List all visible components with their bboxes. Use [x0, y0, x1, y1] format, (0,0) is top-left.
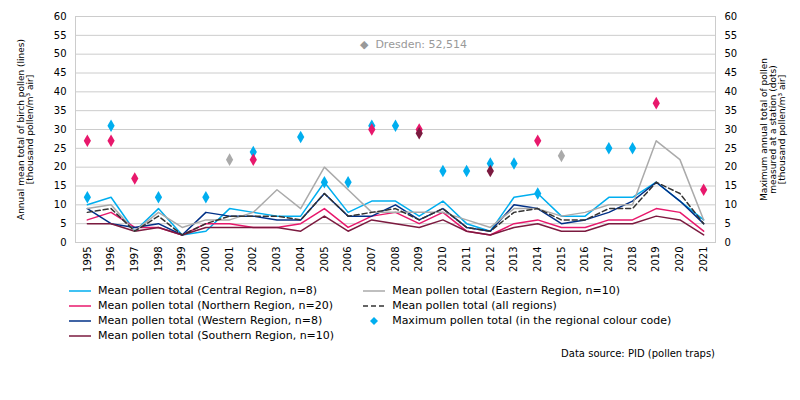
svg-text:10: 10: [54, 199, 67, 210]
svg-text:2019: 2019: [650, 247, 661, 272]
svg-text:2020: 2020: [674, 247, 685, 272]
svg-text:50: 50: [54, 48, 67, 59]
svg-text:2011: 2011: [461, 247, 472, 272]
svg-text:Maximum annual total of pollen: Maximum annual total of pollenmeasured a…: [759, 58, 787, 201]
svg-text:2021: 2021: [698, 247, 709, 272]
svg-text:0: 0: [60, 237, 66, 248]
svg-text:Annual mean total of birch pol: Annual mean total of birch pollen (lines…: [16, 39, 35, 220]
html-text:Mean pollen total (Southern Re: Mean pollen total (Southern Region, n=10…: [98, 329, 335, 342]
html-text:Mean pollen total (Eastern Reg: Mean pollen total (Eastern Region, n=10): [392, 284, 620, 297]
svg-text:25: 25: [725, 143, 738, 154]
svg-text:1998: 1998: [153, 247, 164, 272]
svg-text:2018: 2018: [627, 247, 638, 272]
svg-text:60: 60: [54, 11, 67, 22]
svg-text:2009: 2009: [413, 247, 424, 272]
svg-text:2013: 2013: [508, 247, 519, 272]
svg-text:15: 15: [725, 180, 738, 191]
svg-text:35: 35: [725, 105, 738, 116]
svg-text:2006: 2006: [342, 247, 353, 272]
svg-text:45: 45: [725, 67, 738, 78]
svg-text:20: 20: [725, 161, 738, 172]
svg-text:40: 40: [725, 86, 738, 97]
html-text:Mean pollen total (Western Reg: Mean pollen total (Western Region, n=8): [98, 314, 323, 327]
svg-text:2004: 2004: [295, 247, 306, 272]
html-text:Mean pollen total (Central Reg: Mean pollen total (Central Region, n=8): [98, 284, 318, 297]
svg-text:2015: 2015: [556, 247, 567, 272]
svg-text:2000: 2000: [200, 247, 211, 272]
html-text:Mean pollen total (all regions: Mean pollen total (all regions): [392, 299, 557, 312]
svg-text:2010: 2010: [437, 247, 448, 272]
svg-text:2012: 2012: [485, 247, 496, 272]
svg-text:2002: 2002: [247, 247, 258, 272]
html-text:Mean pollen total (Northern Re: Mean pollen total (Northern Region, n=20…: [98, 299, 333, 312]
svg-text:40: 40: [54, 86, 67, 97]
svg-text:1997: 1997: [129, 247, 140, 272]
svg-text:1995: 1995: [82, 247, 93, 272]
svg-text:2007: 2007: [366, 247, 377, 272]
svg-text:60: 60: [725, 11, 738, 22]
svg-text:1996: 1996: [105, 247, 116, 272]
svg-text:10: 10: [725, 199, 738, 210]
svg-text:20: 20: [54, 161, 67, 172]
svg-text:2005: 2005: [319, 247, 330, 272]
svg-text:2008: 2008: [390, 247, 401, 272]
html-text:Maximum pollen total (in the r: Maximum pollen total (in the regional co…: [392, 314, 672, 327]
svg-text:5: 5: [60, 218, 66, 229]
svg-text:5: 5: [725, 218, 731, 229]
svg-text:35: 35: [54, 105, 67, 116]
svg-text:0: 0: [725, 237, 731, 248]
svg-text:2001: 2001: [224, 247, 235, 272]
svg-text:30: 30: [54, 124, 67, 135]
svg-text:2014: 2014: [532, 247, 543, 272]
svg-text:50: 50: [725, 48, 738, 59]
svg-text:2003: 2003: [271, 247, 282, 272]
svg-text:25: 25: [54, 143, 67, 154]
svg-text:45: 45: [54, 67, 67, 78]
svg-text:1999: 1999: [176, 247, 187, 272]
svg-text:2017: 2017: [603, 247, 614, 272]
svg-text:30: 30: [725, 124, 738, 135]
svg-text:2016: 2016: [579, 247, 590, 272]
svg-text:◆ Dresden: 52,514: ◆ Dresden: 52,514: [360, 38, 467, 51]
svg-text:15: 15: [54, 180, 67, 191]
svg-text:55: 55: [54, 30, 67, 41]
html-text:Data source: PID (pollen traps: Data source: PID (pollen traps): [561, 348, 715, 359]
svg-text:55: 55: [725, 30, 738, 41]
